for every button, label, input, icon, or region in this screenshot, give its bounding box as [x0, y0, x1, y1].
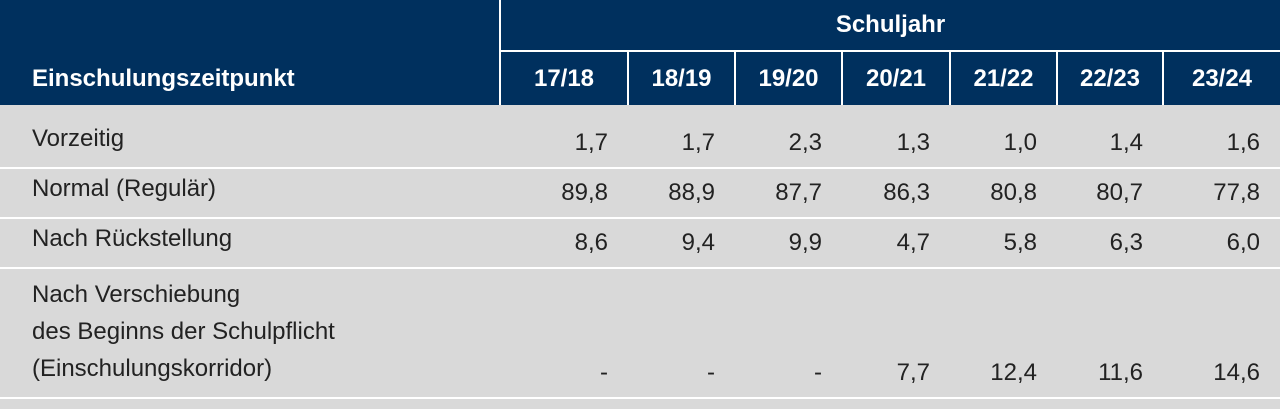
cell: 9,9: [735, 218, 842, 269]
data-table: Einschulungszeitpunkt Schuljahr 17/18 18/…: [0, 0, 1280, 399]
cell: 2,3: [735, 105, 842, 169]
label-line: Normal (Regulär): [32, 175, 217, 202]
cell: 9,4: [628, 218, 735, 269]
cell: 80,8: [950, 168, 1057, 219]
cell: -: [500, 268, 628, 399]
cell: 1,7: [628, 105, 735, 169]
label-line: Nach Verschiebung: [32, 281, 241, 308]
cell: 87,7: [735, 168, 842, 219]
cell: 11,6: [1057, 268, 1163, 399]
column-header: 19/20: [734, 51, 842, 105]
table-row: Nach Rückstellung 8,6 9,4 9,9 4,7 5,8 6,3 6,0: [0, 218, 1280, 269]
cell: 89,8: [500, 168, 628, 219]
cell: 6,0: [1163, 218, 1280, 269]
cell: 1,4: [1057, 105, 1163, 169]
cell: 1,6: [1163, 105, 1280, 169]
label-line: Nach Rückstellung: [32, 225, 233, 252]
cell: 80,7: [1057, 168, 1163, 219]
cell: 8,6: [500, 218, 628, 269]
table-body: Vorzeitig 1,7 1,7 2,3 1,3 1,0 1,4 1,6 Normal (Re…: [0, 105, 1280, 399]
cell: 1,7: [500, 105, 628, 169]
row-label: Vorzeitig: [0, 105, 500, 169]
label-line: des Beginns der Schulpflicht: [32, 318, 335, 345]
cell: 4,7: [842, 218, 950, 269]
column-header: 17/18: [499, 51, 628, 105]
row-label: Nach Verschiebung des Beginns der Schulpf…: [0, 268, 500, 399]
cell: 7,7: [842, 268, 950, 399]
column-header: 23/24: [1162, 51, 1280, 105]
group-header: Schuljahr: [499, 0, 1280, 52]
cell: 5,8: [950, 218, 1057, 269]
column-header: 22/23: [1056, 51, 1163, 105]
column-header: 20/21: [841, 51, 950, 105]
cell: 1,3: [842, 105, 950, 169]
table-row: Nach Verschiebung des Beginns der Schulpf…: [0, 268, 1280, 399]
label-line: (Einschulungskorridor): [32, 355, 273, 382]
table-row: Normal (Regulär) 89,8 88,9 87,7 86,3 80,8 80,7…: [0, 168, 1280, 219]
column-header: 18/19: [627, 51, 735, 105]
table-row: Vorzeitig 1,7 1,7 2,3 1,3 1,0 1,4 1,6: [0, 105, 1280, 169]
cell: 1,0: [950, 105, 1057, 169]
row-label: Normal (Regulär): [0, 168, 500, 219]
cell: -: [628, 268, 735, 399]
cell: 14,6: [1163, 268, 1280, 399]
cell: 86,3: [842, 168, 950, 219]
header-row: 17/18 18/19 19/20 20/21 21/22 22/23 23/24: [0, 51, 1280, 105]
cell: 12,4: [950, 268, 1057, 399]
cell: -: [735, 268, 842, 399]
cell: 77,8: [1163, 168, 1280, 219]
row-label: Nach Rückstellung: [0, 218, 500, 269]
label-line: Vorzeitig: [32, 125, 125, 152]
cell: 6,3: [1057, 218, 1163, 269]
column-header: 21/22: [949, 51, 1057, 105]
header-row: Einschulungszeitpunkt Schuljahr: [0, 0, 1280, 105]
cell: 88,9: [628, 168, 735, 219]
row-header: Einschulungszeitpunkt: [0, 0, 500, 105]
